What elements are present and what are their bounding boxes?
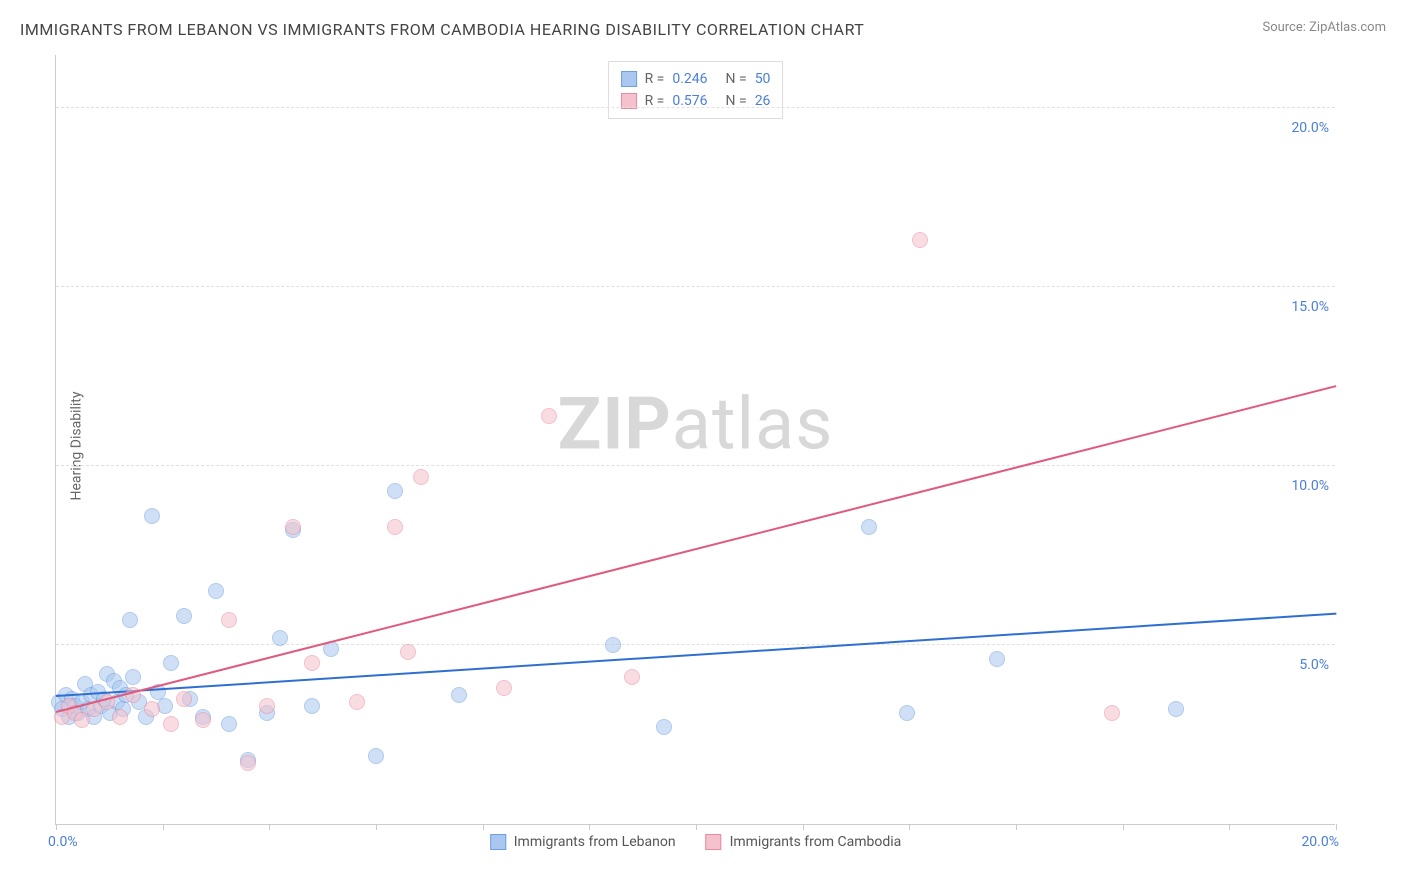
- x-tick-mark: [1336, 824, 1337, 830]
- regression-line-cambodia: [56, 385, 1336, 713]
- watermark-rest: atlas: [672, 382, 834, 467]
- y-tick-label: 10.0%: [1291, 478, 1329, 494]
- x-tick-mark: [483, 824, 484, 830]
- data-point-lebanon: [272, 630, 288, 646]
- data-point-cambodia: [163, 716, 179, 732]
- watermark-strong: ZIP: [558, 382, 672, 467]
- data-point-cambodia: [1104, 705, 1120, 721]
- x-tick-mark: [163, 824, 164, 830]
- x-tick-mark: [589, 824, 590, 830]
- x-tick-mark: [1123, 824, 1124, 830]
- data-point-lebanon: [125, 669, 141, 685]
- data-point-lebanon: [989, 651, 1005, 667]
- swatch-series-1: [706, 834, 722, 850]
- data-point-cambodia: [221, 612, 237, 628]
- data-point-cambodia: [349, 694, 365, 710]
- data-point-lebanon: [605, 637, 621, 653]
- watermark: ZIPatlas: [558, 382, 834, 467]
- swatch-series-0: [621, 71, 637, 87]
- data-point-cambodia: [259, 698, 275, 714]
- chart-title: IMMIGRANTS FROM LEBANON VS IMMIGRANTS FR…: [20, 20, 864, 39]
- y-tick-label: 15.0%: [1291, 299, 1329, 315]
- data-point-lebanon: [163, 655, 179, 671]
- data-point-lebanon: [176, 608, 192, 624]
- n-label: N =: [726, 68, 747, 90]
- data-point-lebanon: [899, 705, 915, 721]
- series-legend: Immigrants from Lebanon Immigrants from …: [490, 834, 902, 850]
- data-point-lebanon: [144, 508, 160, 524]
- y-tick-label: 5.0%: [1299, 657, 1329, 673]
- data-point-cambodia: [74, 712, 90, 728]
- data-point-lebanon: [861, 519, 877, 535]
- data-point-cambodia: [541, 408, 557, 424]
- source-attribution: Source: ZipAtlas.com: [1262, 20, 1386, 35]
- gridline: [56, 465, 1335, 466]
- data-point-lebanon: [656, 719, 672, 735]
- data-point-lebanon: [221, 716, 237, 732]
- x-tick-mark: [376, 824, 377, 830]
- data-point-lebanon: [304, 698, 320, 714]
- x-tick-mark: [1016, 824, 1017, 830]
- data-point-cambodia: [496, 680, 512, 696]
- n-value-1: 26: [755, 90, 771, 112]
- data-point-lebanon: [451, 687, 467, 703]
- data-point-cambodia: [387, 519, 403, 535]
- plot-area: ZIPatlas R = 0.246 N = 50 R = 0.576 N = …: [55, 55, 1335, 825]
- gridline: [56, 644, 1335, 645]
- series-label-1: Immigrants from Cambodia: [730, 834, 902, 850]
- data-point-cambodia: [285, 519, 301, 535]
- data-point-cambodia: [176, 691, 192, 707]
- gridline: [56, 286, 1335, 287]
- correlation-legend-row: R = 0.576 N = 26: [621, 90, 771, 112]
- data-point-cambodia: [144, 701, 160, 717]
- x-tick-mark: [269, 824, 270, 830]
- series-label-0: Immigrants from Lebanon: [514, 834, 676, 850]
- data-point-lebanon: [122, 612, 138, 628]
- x-tick-label-right: 20.0%: [1301, 834, 1339, 850]
- data-point-lebanon: [387, 483, 403, 499]
- correlation-legend-row: R = 0.246 N = 50: [621, 68, 771, 90]
- data-point-lebanon: [1168, 701, 1184, 717]
- data-point-cambodia: [400, 644, 416, 660]
- gridline: [56, 107, 1335, 108]
- x-tick-mark: [1229, 824, 1230, 830]
- swatch-series-0: [490, 834, 506, 850]
- data-point-lebanon: [368, 748, 384, 764]
- x-tick-mark: [803, 824, 804, 830]
- n-label: N =: [726, 90, 747, 112]
- x-tick-mark: [56, 824, 57, 830]
- y-tick-label: 20.0%: [1291, 120, 1329, 136]
- data-point-cambodia: [112, 709, 128, 725]
- n-value-0: 50: [755, 68, 771, 90]
- data-point-cambodia: [240, 755, 256, 771]
- data-point-lebanon: [208, 583, 224, 599]
- regression-line-lebanon: [56, 613, 1336, 697]
- data-point-cambodia: [413, 469, 429, 485]
- r-value-1: 0.576: [672, 90, 707, 112]
- x-tick-label-left: 0.0%: [48, 834, 78, 850]
- r-label: R =: [645, 90, 665, 112]
- data-point-cambodia: [195, 712, 211, 728]
- data-point-cambodia: [304, 655, 320, 671]
- series-legend-item: Immigrants from Cambodia: [706, 834, 902, 850]
- series-legend-item: Immigrants from Lebanon: [490, 834, 676, 850]
- data-point-cambodia: [624, 669, 640, 685]
- x-tick-mark: [909, 824, 910, 830]
- data-point-cambodia: [912, 232, 928, 248]
- correlation-legend: R = 0.246 N = 50 R = 0.576 N = 26: [608, 61, 784, 119]
- r-label: R =: [645, 68, 665, 90]
- x-tick-mark: [696, 824, 697, 830]
- r-value-0: 0.246: [672, 68, 707, 90]
